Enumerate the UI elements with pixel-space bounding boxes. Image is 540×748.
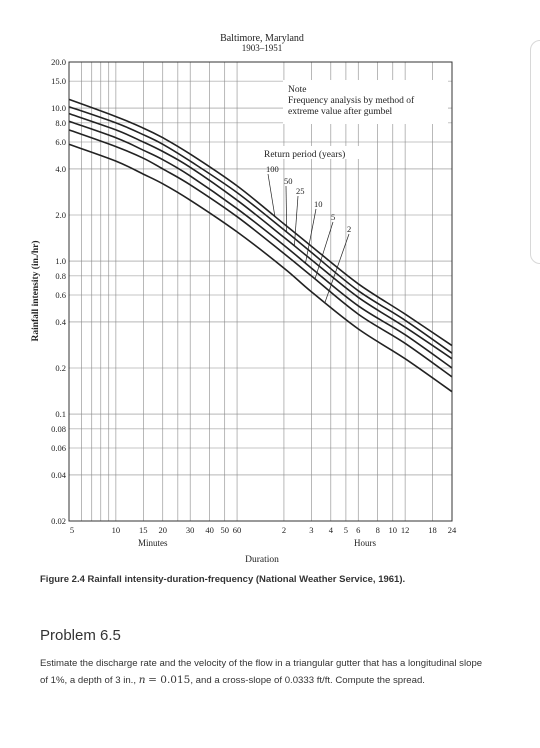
- y-tick-label: 0.06: [51, 443, 66, 453]
- idf-chart: 0.02 0.04 0.06 0.08 0.1 0.2 0.4 0.6 0.8 1.0 2.0 4.0…: [30, 33, 457, 565]
- series-line-100: [68, 98, 453, 347]
- x-tick-label-hours: 12: [401, 525, 410, 535]
- return-period-label-25: 25: [296, 186, 305, 196]
- plot-frame: [68, 61, 453, 522]
- problem-line-2-start: of 1%, a depth of 3 in.,: [40, 675, 137, 686]
- y-tick-label: 10.0: [51, 103, 66, 113]
- note-background: [283, 80, 448, 124]
- y-tick-label: 2.0: [55, 210, 66, 220]
- y-tick-label: 20.0: [51, 57, 66, 67]
- series-line-50: [68, 105, 453, 354]
- chart-series-group: [68, 98, 453, 393]
- y-tick-label: 0.8: [55, 271, 66, 281]
- x-tick-label-hours: 10: [389, 525, 398, 535]
- chart-grid: [69, 61, 452, 522]
- note-line-1: Frequency analysis by method of: [288, 95, 415, 106]
- figure-caption: Figure 2.4 Rainfall intensity-duration-f…: [40, 574, 406, 585]
- x-tick-label-minutes: 15: [139, 525, 148, 535]
- return-period-leader: [267, 173, 276, 217]
- x-tick-labels: 5 10 15 20 30 40 50 60 2 3 4 5 6 8 10 12 18 24: [70, 525, 457, 535]
- x-tick-label-minutes: 50: [220, 525, 229, 535]
- return-period-leader: [305, 208, 317, 264]
- x-tick-label-hours: 6: [356, 525, 360, 535]
- chart-subtitle: 1903–1951: [242, 43, 283, 53]
- y-tick-label: 0.2: [55, 363, 66, 373]
- x-axis-label: Duration: [245, 555, 279, 565]
- chart-title: Baltimore, Maryland: [220, 33, 304, 44]
- y-tick-label: 0.08: [51, 424, 66, 434]
- x-tick-label-hours: 8: [376, 525, 380, 535]
- return-period-label-100: 100: [266, 164, 279, 174]
- return-period-label-50: 50: [284, 176, 293, 186]
- legend-title: Return period (years): [264, 149, 345, 160]
- x-tick-label-hours: 2: [282, 525, 286, 535]
- y-tick-label: 0.4: [55, 317, 66, 327]
- x-tick-label-hours: 5: [344, 525, 348, 535]
- x-tick-label-hours: 24: [448, 525, 457, 535]
- x-tick-label-hours: 18: [428, 525, 437, 535]
- y-tick-label: 0.04: [51, 470, 67, 480]
- y-tick-label: 0.02: [51, 516, 66, 526]
- return-period-label-5: 5: [331, 212, 335, 222]
- y-tick-label: 15.0: [51, 76, 66, 86]
- return-period-leader: [294, 195, 299, 246]
- manning-n-symbol: n: [138, 674, 146, 686]
- legend-title-background: [262, 146, 372, 159]
- x-tick-label-minutes: 10: [112, 525, 121, 535]
- problem-line-2: of 1%, a depth of 3 in., n = 0.015, and …: [40, 672, 540, 689]
- y-tick-label: 0.1: [55, 409, 66, 419]
- return-period-leader: [314, 221, 334, 279]
- x-tick-label-minutes: 5: [70, 525, 74, 535]
- y-tick-label: 8.0: [55, 118, 66, 128]
- return-period-leader: [285, 185, 288, 233]
- x-tick-label-hours: 4: [329, 525, 334, 535]
- x-tick-label-minutes: 20: [159, 525, 168, 535]
- x-tick-label-minutes: 30: [186, 525, 195, 535]
- series-line-10: [68, 120, 453, 369]
- problem-text: Estimate the discharge rate and the velo…: [40, 656, 540, 689]
- x-label-hours: Hours: [354, 538, 376, 548]
- return-period-label-2: 2: [347, 224, 351, 234]
- return-period-label-10: 10: [314, 199, 323, 209]
- y-axis-label: Rainfall intensity (in./hr): [30, 240, 41, 341]
- series-line-5: [68, 129, 453, 378]
- y-tick-labels: 0.02 0.04 0.06 0.08 0.1 0.2 0.4 0.6 0.8 1.0 2.0 4.0…: [51, 57, 67, 526]
- manning-n-value: = 0.015: [148, 674, 191, 686]
- side-panel-card: [530, 40, 540, 264]
- problem-title: Problem 6.5: [40, 627, 121, 644]
- y-tick-label: 1.0: [55, 256, 66, 266]
- series-line-25: [68, 112, 453, 360]
- return-period-leader: [324, 233, 350, 303]
- y-tick-label: 6.0: [55, 137, 66, 147]
- x-label-minutes: Minutes: [138, 538, 168, 548]
- x-tick-label-minutes: 40: [205, 525, 214, 535]
- x-tick-label-minutes: 60: [233, 525, 242, 535]
- problem-line-1: Estimate the discharge rate and the velo…: [40, 658, 483, 669]
- note-title: Note: [288, 85, 306, 95]
- series-line-2: [68, 143, 453, 393]
- problem-line-2-end: , and a cross-slope of 0.0333 ft/ft. Com…: [190, 675, 425, 686]
- y-tick-label: 0.6: [55, 290, 66, 300]
- y-tick-label: 4.0: [55, 164, 66, 174]
- x-tick-label-hours: 3: [309, 525, 313, 535]
- note-line-2: extreme value after gumbel: [288, 106, 393, 117]
